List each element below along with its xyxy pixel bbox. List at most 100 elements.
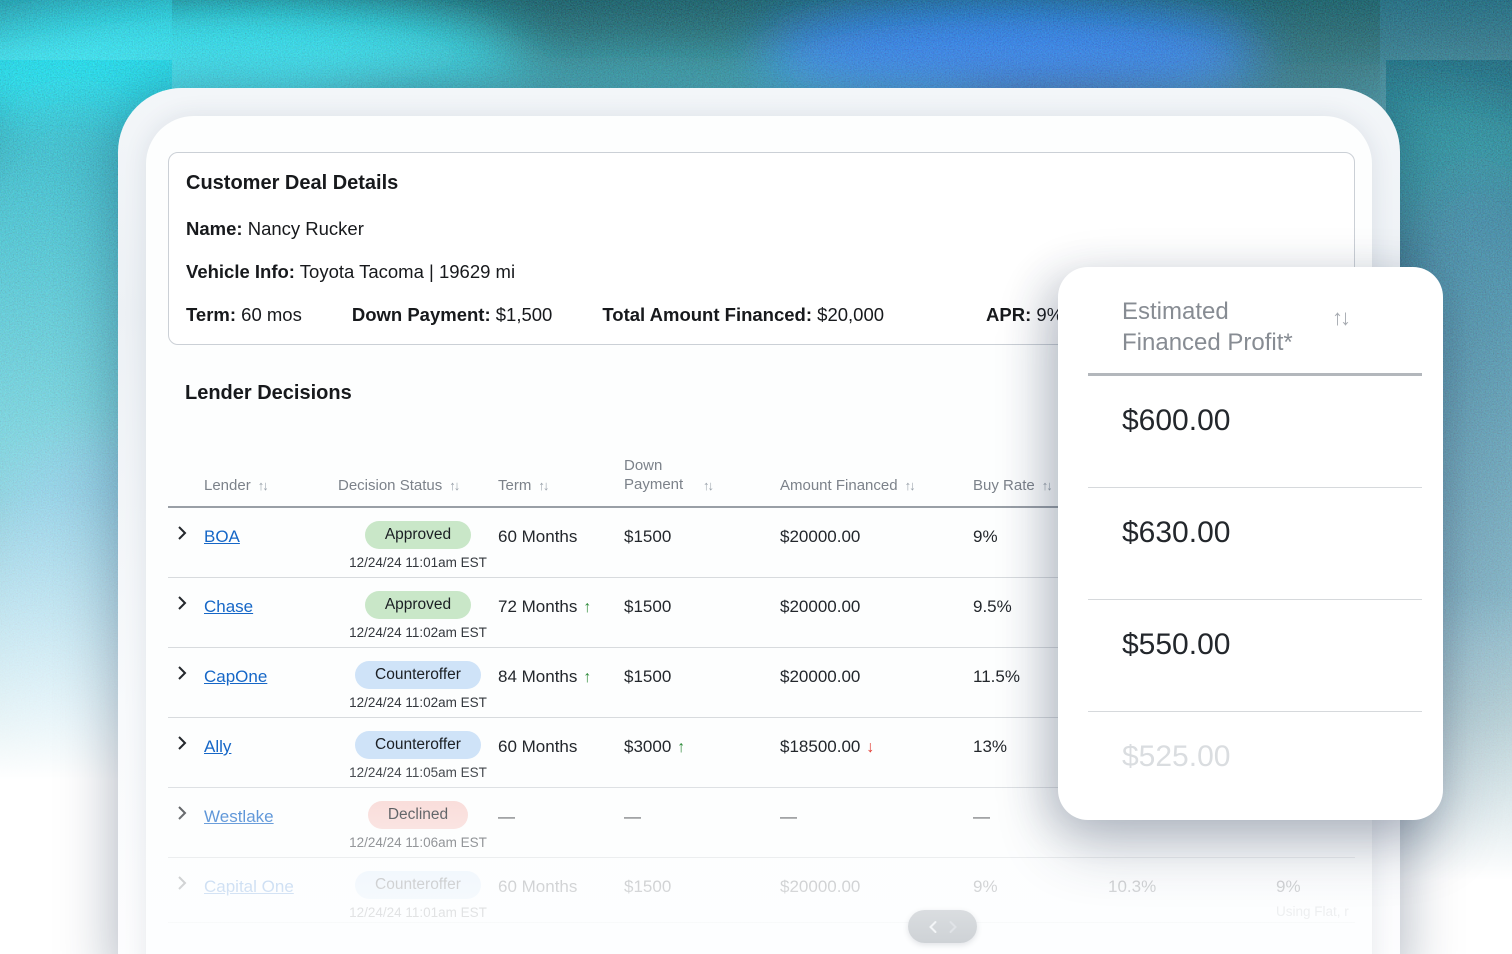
profit-column-title: Estimated Financed Profit* — [1122, 298, 1293, 356]
amount-financed-cell: $20000.00 — [780, 527, 861, 546]
rate-2-cell: 10.3% — [1108, 877, 1157, 896]
term-value: 60 mos — [241, 304, 302, 325]
col-header-amount-financed[interactable]: Amount Financed ↑↓ — [780, 477, 916, 494]
down-arrow-icon: ↓ — [866, 739, 875, 756]
down-payment-cell: $1500 — [624, 597, 672, 616]
term-cell: 60 Months — [498, 737, 578, 756]
expand-row-button[interactable] — [174, 665, 190, 684]
expand-row-button[interactable] — [174, 525, 190, 544]
col-header-down-payment[interactable]: Down Payment ↑↓ — [624, 457, 714, 493]
total-financed-label: Total Amount Financed: — [602, 304, 813, 325]
lender-link[interactable]: BOA — [204, 527, 240, 546]
term-cell: 72 Months ↑ — [498, 597, 592, 616]
term-pair: Term: 60 mos — [186, 304, 302, 326]
decision-timestamp: 12/24/24 11:01am EST — [349, 555, 487, 570]
decision-timestamp: 12/24/24 11:02am EST — [349, 695, 487, 710]
term-cell: 60 Months — [498, 877, 578, 896]
down-payment-cell: $1500 — [624, 667, 672, 686]
down-payment-cell: $1500 — [624, 527, 672, 546]
up-arrow-icon: ↑ — [583, 669, 592, 686]
down-payment-cell: — — [624, 807, 641, 826]
lender-link[interactable]: CapOne — [204, 667, 268, 686]
decision-timestamp: 12/24/24 11:06am EST — [349, 835, 487, 850]
sort-icon: ↑↓ — [904, 478, 916, 493]
amount-financed-cell: $20000.00 — [780, 667, 861, 686]
deal-name-line: Name: Nancy Rucker — [186, 218, 1354, 240]
profit-value: $525.00 — [1122, 740, 1231, 773]
sort-icon: ↑↓ — [1041, 478, 1053, 493]
decision-timestamp: 12/24/24 11:05am EST — [349, 765, 487, 780]
status-badge: Counteroffer — [355, 871, 481, 899]
table-scroll-pager — [908, 910, 977, 943]
lender-link[interactable]: Capital One — [204, 877, 294, 896]
up-arrow-icon: ↑ — [583, 599, 592, 616]
term-cell: 84 Months ↑ — [498, 667, 592, 686]
amount-financed-cell: $20000.00 — [780, 597, 861, 616]
col-header-expand — [168, 494, 204, 506]
name-value: Nancy Rucker — [247, 218, 364, 239]
buy-rate-cell: 9% — [973, 877, 998, 896]
table-header-row: Lender ↑↓ Decision Status ↑↓ Term ↑↓ Down P… — [168, 440, 1355, 508]
rate-3-cell: 9% Using Flat, r — [1276, 858, 1355, 922]
scroll-left-button[interactable] — [927, 920, 939, 934]
deal-card-title: Customer Deal Details — [186, 172, 399, 194]
up-arrow-icon: ↑ — [677, 739, 686, 756]
sort-icon: ↑↓ — [703, 478, 714, 493]
status-badge: Counteroffer — [355, 731, 481, 759]
total-financed-pair: Total Amount Financed: $20,000 — [602, 304, 884, 326]
col-header-decision-status[interactable]: Decision Status ↑↓ — [338, 477, 460, 494]
deal-vehicle-line: Vehicle Info: Toyota Tacoma | 19629 mi — [186, 261, 1354, 283]
profit-value: $600.00 — [1088, 376, 1422, 488]
profit-value: $550.00 — [1088, 600, 1422, 712]
expand-row-button[interactable] — [174, 875, 190, 894]
term-cell: — — [498, 807, 515, 826]
down-payment-pair: Down Payment: $1,500 — [352, 304, 553, 326]
buy-rate-cell: 11.5% — [973, 667, 1020, 686]
name-label: Name: — [186, 218, 243, 239]
rate-note: Using Flat, r — [1276, 904, 1349, 919]
buy-rate-cell: 9% — [973, 527, 998, 546]
term-cell: 60 Months — [498, 527, 578, 546]
status-badge: Declined — [367, 801, 469, 829]
vehicle-label: Vehicle Info: — [186, 261, 295, 282]
vehicle-value: Toyota Tacoma | 19629 mi — [299, 261, 516, 282]
down-payment-value: $1,500 — [495, 304, 553, 325]
profit-value: $630.00 — [1088, 488, 1422, 600]
profit-column-header[interactable]: Estimated Financed Profit* ↑↓ — [1088, 267, 1422, 376]
deal-summary-row: Term: 60 mos Down Payment: $1,500 Total … — [186, 304, 1354, 326]
sort-icon: ↑↓ — [257, 478, 269, 493]
col-header-lender[interactable]: Lender ↑↓ — [204, 477, 269, 494]
table-row: Chase Approved 12/24/24 11:02am EST 72 M… — [168, 578, 1355, 648]
down-payment-cell: $3000 ↑ — [624, 737, 686, 756]
buy-rate-cell: 13% — [973, 737, 1008, 756]
expand-row-button[interactable] — [174, 595, 190, 614]
apr-pair: APR: 9% — [986, 304, 1063, 326]
lender-link[interactable]: Westlake — [204, 807, 274, 826]
sort-icon: ↑↓ — [449, 478, 460, 493]
expand-row-button[interactable] — [174, 735, 190, 754]
lender-decisions-title: Lender Decisions — [185, 382, 352, 404]
amount-financed-cell: $18500.00 ↓ — [780, 737, 875, 756]
sort-icon: ↑↓ — [1332, 305, 1351, 330]
expand-row-button[interactable] — [174, 805, 190, 824]
down-payment-cell: $1500 — [624, 877, 672, 896]
lender-link[interactable]: Chase — [204, 597, 254, 616]
apr-label: APR: — [986, 304, 1032, 325]
table-row: Capital One Counteroffer 12/24/24 11:01a… — [168, 858, 1355, 923]
estimated-profit-panel: Estimated Financed Profit* ↑↓ $600.00 $6… — [1058, 267, 1443, 820]
down-payment-label: Down Payment: — [351, 304, 491, 325]
status-badge: Approved — [364, 521, 472, 549]
col-header-buy-rate[interactable]: Buy Rate ↑↓ — [973, 477, 1053, 494]
table-row: CapOne Counteroffer 12/24/24 11:02am EST… — [168, 648, 1355, 718]
scroll-right-button[interactable] — [947, 920, 959, 934]
status-badge: Approved — [364, 591, 472, 619]
lender-link[interactable]: Ally — [204, 737, 232, 756]
apr-value: 9% — [1036, 304, 1064, 325]
col-header-term[interactable]: Term ↑↓ — [498, 477, 549, 494]
table-row: BOA Approved 12/24/24 11:01am EST 60 Mon… — [168, 508, 1355, 578]
total-financed-value: $20,000 — [817, 304, 885, 325]
term-label: Term: — [186, 304, 237, 325]
sort-icon: ↑↓ — [538, 478, 549, 493]
decision-timestamp: 12/24/24 11:02am EST — [349, 625, 487, 640]
